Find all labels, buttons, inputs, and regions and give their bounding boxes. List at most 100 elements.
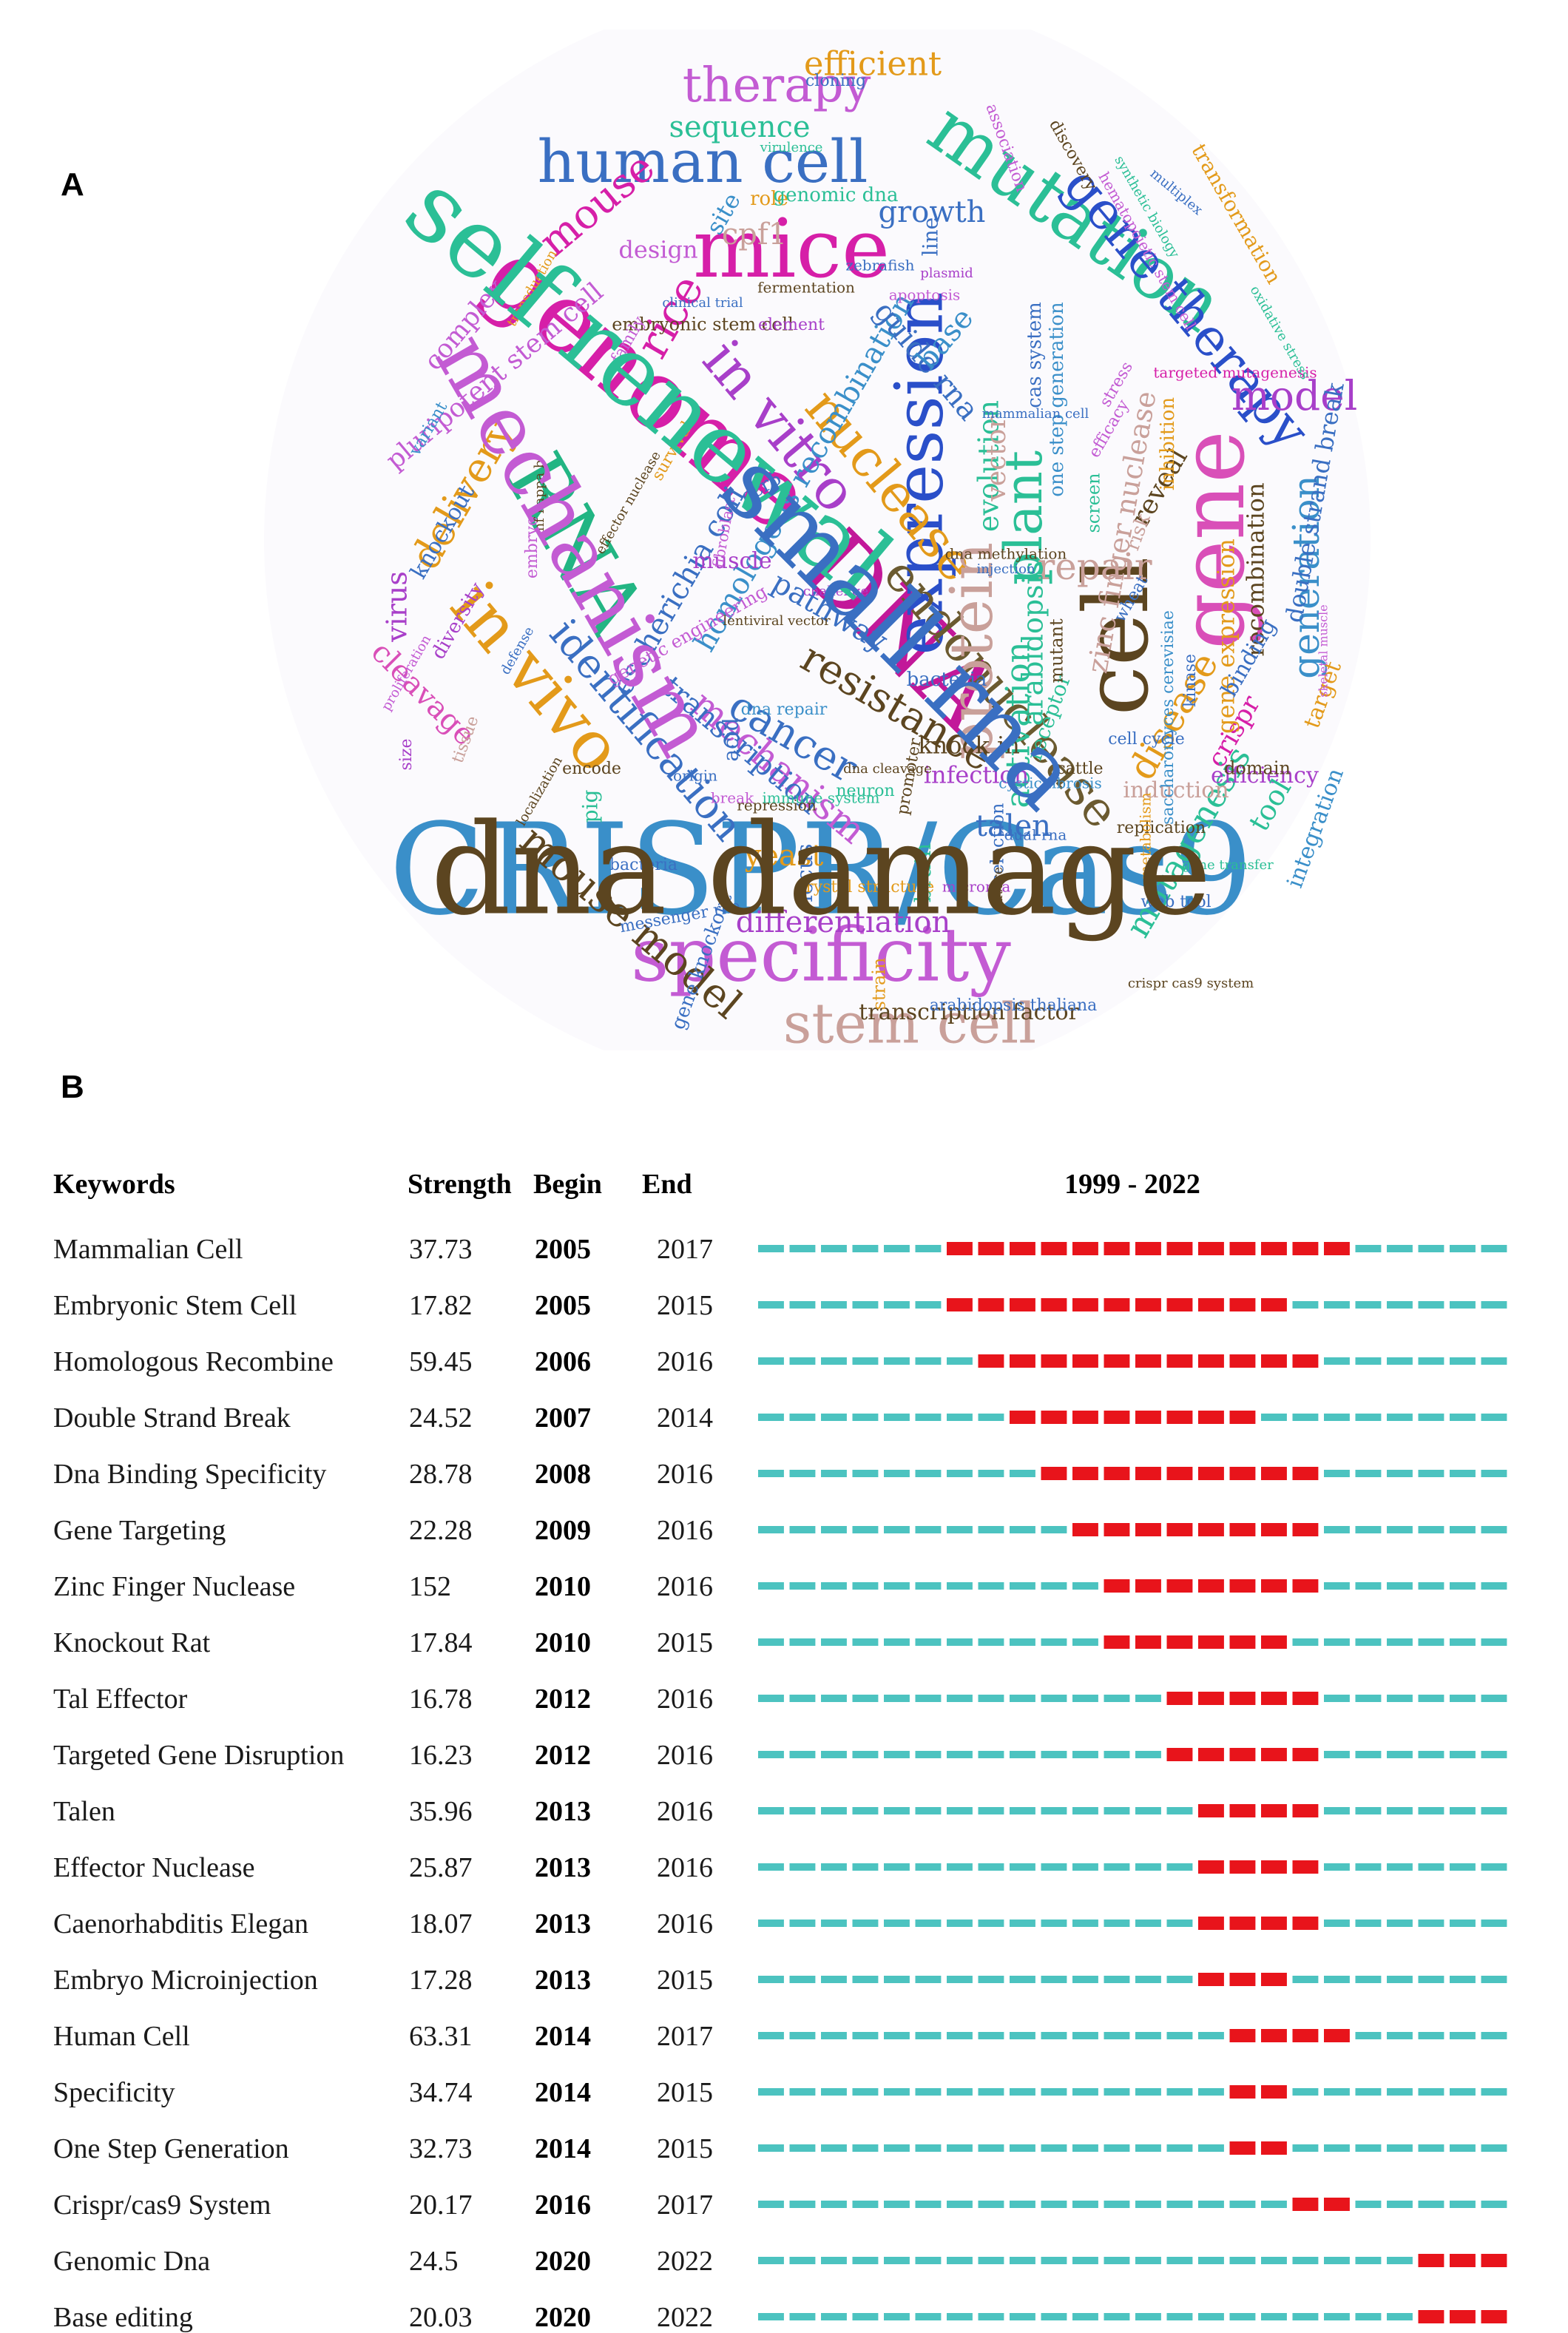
timeline-segment bbox=[1324, 1526, 1350, 1533]
burst-segment bbox=[1292, 1579, 1319, 1593]
timeline-segment bbox=[1355, 1582, 1382, 1590]
timeline-segment bbox=[758, 2088, 784, 2096]
begin-cell: 2020 bbox=[535, 2302, 591, 2333]
strength-cell: 22.28 bbox=[409, 1515, 473, 1546]
timeline-segment bbox=[884, 1751, 910, 1758]
burst-segment bbox=[1041, 1411, 1067, 1424]
cloud-word: gene transfer bbox=[1182, 857, 1274, 873]
timeline-segment bbox=[1450, 1920, 1476, 1927]
timeline-segment bbox=[1010, 1920, 1035, 1927]
strength-cell: 28.78 bbox=[409, 1459, 473, 1490]
timeline-segment bbox=[852, 1695, 879, 1702]
citation-burst-table: Keywords Strength Begin End 1999 - 2022 … bbox=[53, 1169, 1507, 2333]
timeline-segment bbox=[1229, 2201, 1256, 2208]
timeline-segment bbox=[789, 1526, 816, 1533]
cloud-word: bacteria bbox=[609, 856, 677, 874]
timeline-segment bbox=[1010, 1582, 1035, 1590]
timeline-segment bbox=[1135, 2257, 1161, 2264]
timeline-segment bbox=[915, 2088, 942, 2096]
cloud-word: locus bbox=[792, 843, 818, 902]
timeline-segment bbox=[1292, 2088, 1319, 2096]
timeline-segment bbox=[852, 1863, 879, 1871]
begin-cell: 2005 bbox=[535, 1234, 591, 1265]
timeline-segment bbox=[947, 1470, 973, 1477]
burst-segment bbox=[1104, 1242, 1130, 1255]
burst-segment bbox=[1198, 1804, 1224, 1817]
timeline-segment bbox=[1072, 1751, 1098, 1758]
burst-segment bbox=[1135, 1523, 1161, 1536]
cloud-word: selection bbox=[987, 803, 1008, 883]
timeline-segment bbox=[852, 2201, 879, 2208]
burst-segment bbox=[1261, 1242, 1287, 1255]
burst-segment bbox=[1261, 1354, 1287, 1368]
timeline-segment bbox=[789, 1751, 816, 1758]
begin-cell: 2013 bbox=[535, 1796, 591, 1827]
timeline-segment bbox=[978, 2257, 1004, 2264]
timeline-segment bbox=[1104, 1976, 1130, 1983]
cloud-word: plant bbox=[993, 450, 1054, 585]
burst-segment bbox=[1324, 2198, 1350, 2211]
begin-cell: 2007 bbox=[535, 1402, 591, 1434]
timeline-segment bbox=[884, 2144, 910, 2152]
burst-segment bbox=[1229, 2085, 1256, 2099]
timeline-segment bbox=[1292, 1301, 1319, 1309]
cloud-word: dna cleavage bbox=[843, 761, 932, 777]
timeline-segment bbox=[1324, 2088, 1350, 2096]
timeline-segment bbox=[789, 1582, 816, 1590]
timeline-segment bbox=[821, 1976, 847, 1983]
timeline-segment bbox=[1041, 1582, 1067, 1590]
timeline-segment bbox=[884, 1863, 910, 1871]
cloud-word: nf kappa b bbox=[532, 460, 547, 532]
timeline-segment bbox=[1010, 1638, 1035, 1646]
end-cell: 2017 bbox=[657, 2189, 713, 2221]
timeline-segment bbox=[1387, 1863, 1413, 1871]
timeline-segment bbox=[1324, 1582, 1350, 1590]
timeline-segment bbox=[821, 2088, 847, 2096]
burst-segment bbox=[1010, 1354, 1035, 1368]
burst-segment bbox=[1166, 1411, 1193, 1424]
timeline-segment bbox=[1387, 1638, 1413, 1646]
timeline-segment bbox=[1418, 1357, 1444, 1365]
cloud-word: encode bbox=[562, 760, 621, 778]
timeline-segment bbox=[947, 1920, 973, 1927]
burst-segment bbox=[1135, 1579, 1161, 1593]
timeline-segment bbox=[758, 1863, 784, 1871]
timeline-segment bbox=[1135, 1807, 1161, 1814]
timeline-segment bbox=[1135, 2032, 1161, 2039]
header-begin: Begin bbox=[533, 1169, 602, 1200]
burst-segment bbox=[1292, 1523, 1319, 1536]
timeline-segment bbox=[1324, 1695, 1350, 1702]
timeline-segment bbox=[1010, 1751, 1035, 1758]
timeline-segment bbox=[1104, 2088, 1130, 2096]
timeline-segment bbox=[1041, 1976, 1067, 1983]
timeline-segment bbox=[1324, 1638, 1350, 1646]
timeline-segment bbox=[1198, 2144, 1224, 2152]
timeline-segment bbox=[1104, 1695, 1130, 1702]
timeline-segment bbox=[1041, 2032, 1067, 2039]
timeline-segment bbox=[1418, 1976, 1444, 1983]
end-cell: 2016 bbox=[657, 1459, 713, 1490]
header-end: End bbox=[642, 1169, 692, 1200]
cloud-word: targeted mutagenesis bbox=[1153, 364, 1317, 382]
timeline-segment bbox=[1229, 2313, 1256, 2320]
timeline-segment bbox=[947, 1526, 973, 1533]
end-cell: 2022 bbox=[657, 2302, 713, 2333]
burst-segment bbox=[1198, 1579, 1224, 1593]
burst-segment bbox=[1292, 1354, 1319, 1368]
timeline-segment bbox=[1198, 2032, 1224, 2039]
end-cell: 2017 bbox=[657, 2021, 713, 2052]
cloud-word: immune system bbox=[763, 789, 880, 807]
panel-b-label: B bbox=[61, 1069, 84, 1105]
timeline-segment bbox=[789, 2201, 816, 2208]
cloud-word: future bbox=[990, 867, 1006, 908]
strength-cell: 25.87 bbox=[409, 1852, 473, 1883]
begin-cell: 2009 bbox=[535, 1515, 591, 1546]
burst-segment bbox=[1166, 1523, 1193, 1536]
word-cloud-background bbox=[264, 30, 1371, 1050]
strength-cell: 59.45 bbox=[409, 1346, 473, 1377]
burst-segment bbox=[1198, 1242, 1224, 1255]
burst-segment bbox=[1010, 1242, 1035, 1255]
timeline-segment bbox=[1355, 2313, 1382, 2320]
timeline-segment bbox=[1324, 1976, 1350, 1983]
cloud-word: injection bbox=[976, 561, 1035, 577]
